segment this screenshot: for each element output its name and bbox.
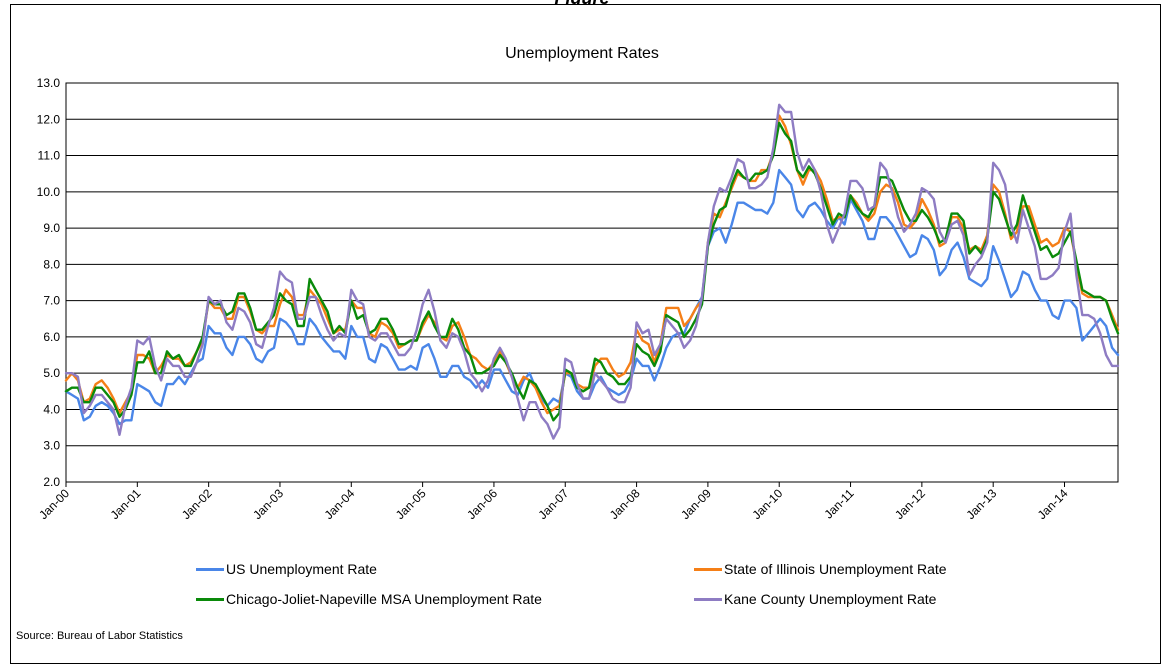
y-tick-label: 8.0 — [43, 257, 60, 271]
x-axis: Jan-00 Jan-01 Jan-02 Jan-03 Jan-04 Jan-05 Jan-… — [36, 482, 1071, 522]
x-tick-label: Jan-03 — [250, 486, 286, 522]
legend-us-label: US Unemployment Rate — [226, 561, 377, 577]
y-tick-label: 13.0 — [37, 76, 61, 90]
x-tick-label: Jan-09 — [678, 486, 714, 522]
y-tick-label: 7.0 — [43, 294, 60, 308]
y-tick-label: 6.0 — [43, 330, 60, 344]
legend-chicago-msa-label: Chicago-Joliet-Napeville MSA Unemploymen… — [226, 591, 542, 607]
legend-kane-county-swatch — [694, 597, 722, 601]
y-tick-label: 12.0 — [37, 112, 61, 126]
y-tick-label: 2.0 — [43, 475, 60, 489]
series-lines — [64, 103, 1120, 440]
y-axis: 2.0 3.0 4.0 5.0 6.0 7.0 8.0 9.0 10.0 11.0 12.0 13.0 — [37, 76, 61, 489]
y-tick-label: 5.0 — [43, 366, 60, 380]
grid-lines — [65, 82, 1119, 483]
legend-kane-county: Kane County Unemployment Rate — [694, 591, 936, 607]
series-line-chicago-msa — [64, 121, 1120, 422]
x-tick-label: Jan-07 — [536, 486, 572, 522]
x-tick-label: Jan-13 — [963, 486, 999, 522]
x-tick-label: Jan-06 — [464, 486, 500, 522]
series-line-kane-county — [64, 103, 1120, 440]
legend-chicago-msa: Chicago-Joliet-Napeville MSA Unemploymen… — [196, 591, 542, 607]
legend-illinois-swatch — [694, 567, 722, 571]
legend-us: US Unemployment Rate — [196, 561, 377, 577]
legend-illinois-label: State of Illinois Unemployment Rate — [724, 561, 947, 577]
y-tick-label: 3.0 — [43, 439, 60, 453]
legend-kane-county-label: Kane County Unemployment Rate — [724, 591, 937, 607]
source-note: Source: Bureau of Labor Statistics — [16, 630, 183, 642]
x-tick-label: Jan-04 — [322, 486, 358, 522]
plot-area-border — [65, 82, 1119, 483]
legend-illinois: State of Illinois Unemployment Rate — [694, 561, 947, 577]
x-tick-label: Jan-08 — [607, 486, 643, 522]
legend-chicago-msa-swatch — [196, 597, 224, 601]
y-tick-label: 9.0 — [43, 221, 60, 235]
x-tick-label: Jan-00 — [36, 486, 72, 522]
y-tick-label: 11.0 — [38, 149, 61, 163]
y-tick-label: 10.0 — [37, 185, 61, 199]
series-line-us — [64, 168, 1120, 426]
chart-frame — [10, 4, 1161, 664]
x-tick-label: Jan-05 — [393, 486, 429, 522]
y-tick-label: 4.0 — [43, 402, 60, 416]
x-tick-label: Jan-11 — [821, 486, 856, 521]
x-tick-label: Jan-10 — [749, 486, 785, 522]
x-tick-label: Jan-01 — [108, 486, 144, 522]
x-tick-label: Jan-02 — [179, 486, 215, 522]
x-tick-label: Jan-12 — [892, 486, 928, 522]
legend-us-swatch — [196, 567, 224, 571]
x-tick-label: Jan-14 — [1035, 486, 1071, 522]
chart-title: Unemployment Rates — [505, 45, 659, 62]
